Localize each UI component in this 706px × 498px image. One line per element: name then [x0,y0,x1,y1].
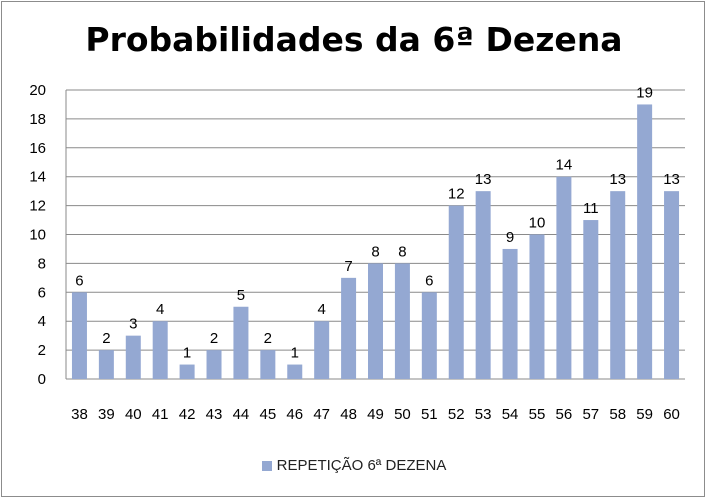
bar [502,248,518,379]
data-label: 11 [583,200,599,217]
y-tick-label: 16 [29,140,46,157]
bar [421,292,437,379]
bar [71,292,87,379]
bar [125,335,141,379]
data-label: 7 [344,258,352,275]
bar [610,191,626,379]
x-tick-label: 41 [152,406,169,423]
x-tick-label: 51 [421,406,438,423]
y-tick-label: 12 [29,198,46,215]
data-label: 14 [556,157,573,174]
data-label: 4 [318,301,326,318]
x-tick-label: 47 [313,406,330,423]
bar [637,104,653,379]
x-tick-label: 38 [71,406,88,423]
data-label: 12 [448,186,465,203]
data-label: 1 [183,345,191,362]
data-label: 5 [237,287,245,304]
y-tick-label: 2 [38,342,46,359]
x-tick-label: 46 [286,406,303,423]
bar [98,350,114,379]
x-tick-label: 49 [367,406,384,423]
bar [368,263,383,379]
x-tick-label: 54 [502,406,519,423]
data-label: 8 [398,243,406,260]
data-label: 19 [636,84,653,101]
y-tick-label: 0 [38,371,46,388]
data-label: 8 [371,243,379,260]
legend-swatch [261,460,272,471]
bar [314,321,330,379]
x-tick-label: 58 [609,406,626,423]
data-label: 9 [506,229,514,246]
data-label: 13 [475,171,492,188]
bar [556,176,572,379]
x-tick-label: 59 [636,406,653,423]
chart-title: Probabilidades da 6ª Dezena [85,20,623,59]
data-label: 10 [529,215,546,232]
data-label: 6 [425,272,433,289]
y-tick-label: 14 [29,169,46,186]
y-tick-label: 6 [38,284,46,301]
bar [341,277,357,379]
y-tick-label: 10 [29,227,46,244]
data-label: 13 [663,171,680,188]
y-tick-label: 20 [29,82,46,99]
bar [529,234,545,379]
y-tick-label: 18 [29,111,46,128]
x-tick-label: 42 [179,406,196,423]
bar [233,306,249,379]
data-label: 2 [264,330,272,347]
bar [206,350,222,379]
x-tick-label: 56 [556,406,573,423]
x-tick-label: 55 [529,406,546,423]
data-label: 13 [609,171,626,188]
x-tick-label: 39 [98,406,115,423]
x-tick-label: 50 [394,406,411,423]
legend: REPETIÇÃO 6ª DEZENA [2,457,706,474]
data-label: 1 [291,345,299,362]
bar [394,263,410,379]
bar [287,364,303,379]
bar [583,220,599,379]
x-tick-label: 57 [582,406,599,423]
bar [179,364,195,379]
bar [475,191,491,379]
bar [152,321,168,379]
bar [664,191,680,379]
y-tick-label: 4 [38,313,46,330]
x-tick-label: 44 [233,406,250,423]
data-label: 2 [102,330,110,347]
x-tick-label: 60 [663,406,680,423]
x-tick-label: 45 [260,406,277,423]
bar [260,350,276,379]
data-label: 2 [210,330,218,347]
x-tick-label: 43 [206,406,223,423]
x-tick-label: 48 [340,406,357,423]
x-tick-label: 52 [448,406,465,423]
data-label: 3 [129,316,137,333]
data-label: 4 [156,301,164,318]
legend-label: REPETIÇÃO 6ª DEZENA [276,457,447,474]
data-label: 6 [75,272,83,289]
y-tick-label: 8 [38,255,46,272]
bar [448,205,464,379]
x-tick-label: 40 [125,406,142,423]
x-tick-label: 53 [475,406,492,423]
